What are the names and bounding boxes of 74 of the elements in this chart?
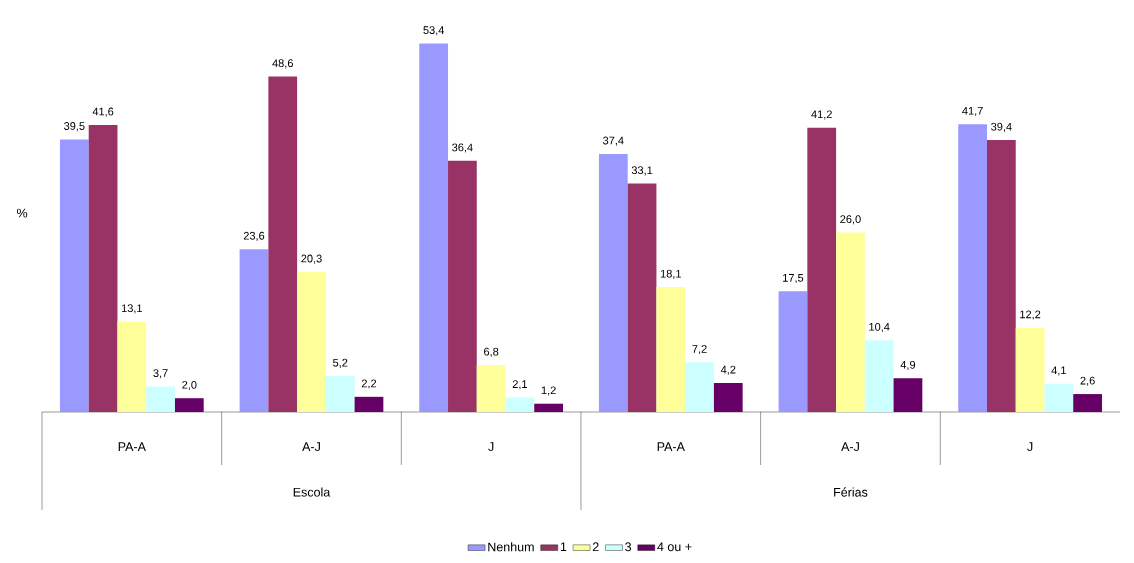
bar: [864, 340, 894, 412]
data-label: 48,6: [272, 59, 293, 69]
data-label: 17,5: [783, 274, 804, 284]
data-label: 41,7: [962, 107, 983, 117]
bar: [778, 291, 808, 412]
data-label: 1,2: [541, 386, 556, 396]
bar: [1015, 327, 1045, 412]
bar: [893, 378, 923, 412]
bar: [88, 124, 118, 412]
data-label: 4,1: [1051, 366, 1066, 376]
data-label: 4,9: [900, 360, 916, 370]
x-tick-label: PA-A: [118, 442, 146, 451]
bar: [713, 383, 743, 412]
data-label: 23,6: [243, 231, 265, 241]
data-label: 53,4: [423, 26, 445, 36]
legend-label: Nenhum: [488, 542, 534, 552]
bar: [1044, 383, 1074, 412]
bar: [505, 397, 535, 412]
legend-label: 2: [592, 542, 599, 552]
data-label: 39,5: [64, 122, 85, 132]
bar: [268, 76, 298, 412]
data-label: 4,2: [720, 365, 736, 375]
bar: [325, 376, 355, 412]
data-label: 12,2: [1020, 310, 1041, 320]
bar: [836, 232, 865, 412]
data-label: 39,4: [991, 122, 1012, 132]
legend-label: 3: [625, 542, 632, 552]
bar: [807, 127, 837, 412]
text: Férias: [834, 487, 868, 497]
data-label: 37,4: [603, 136, 624, 146]
legend-label: 1: [560, 542, 567, 552]
bar: [146, 386, 175, 412]
x-tick-label: J: [488, 442, 494, 452]
data-label: 2,1: [512, 380, 527, 390]
bar: [117, 321, 147, 412]
data-label: 41,6: [92, 107, 114, 117]
bar: [239, 249, 269, 412]
bar: [987, 140, 1016, 412]
bar: [354, 396, 384, 412]
data-label: 7,2: [692, 345, 707, 355]
bar: [419, 43, 449, 412]
data-label: 20,3: [301, 254, 322, 264]
x-tick-label: A-J: [841, 442, 859, 452]
bar: [174, 398, 204, 412]
bar: [627, 183, 657, 412]
bar: [958, 124, 987, 412]
bar: [1073, 394, 1102, 412]
bar: [448, 160, 477, 412]
bar: [656, 287, 686, 412]
y-axis-title: %: [16, 208, 28, 218]
data-label: 2,6: [1080, 376, 1095, 386]
data-label: 5,2: [333, 358, 348, 368]
data-label: 13,1: [121, 304, 142, 314]
bar: [534, 403, 563, 412]
legend-label: 4 ou +: [657, 542, 692, 552]
data-label: 3,7: [153, 369, 168, 379]
data-label: 6,8: [484, 347, 499, 357]
data-label: 26,0: [840, 215, 861, 225]
x-tick-label: PA-A: [657, 442, 685, 451]
text: Escola: [293, 487, 331, 497]
data-label: 2,2: [361, 379, 377, 389]
bar: [297, 271, 326, 412]
bar: [59, 139, 89, 412]
data-label: 41,2: [811, 110, 832, 120]
x-tick-label: J: [1027, 442, 1033, 452]
data-label: 2,0: [182, 380, 197, 390]
data-label: 18,1: [660, 269, 681, 279]
bar: [598, 153, 628, 412]
data-label: 36,4: [452, 143, 473, 153]
x-tick-label: A-J: [302, 442, 320, 452]
data-label: 33,1: [631, 166, 653, 176]
bar: [476, 365, 506, 412]
bar: [685, 362, 714, 412]
data-label: 10,4: [869, 322, 890, 333]
